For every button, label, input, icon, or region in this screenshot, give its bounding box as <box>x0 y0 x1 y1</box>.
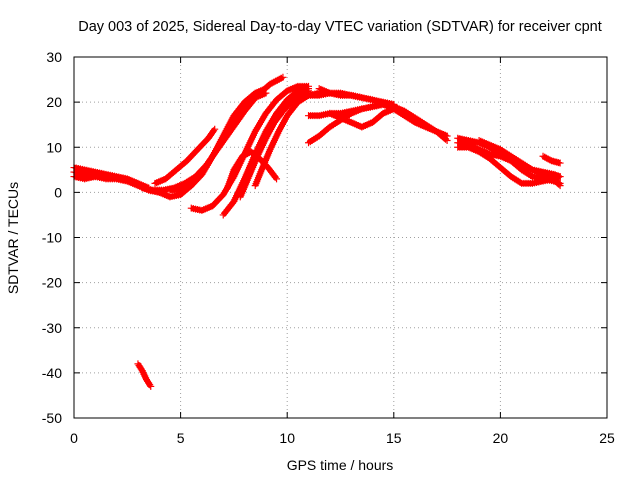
y-axis-label: SDTVAR / TECUs <box>5 182 21 294</box>
y-tick-label: -10 <box>42 230 62 246</box>
x-tick-label: 10 <box>279 430 295 446</box>
series-track-12 <box>236 87 313 201</box>
series-track-05 <box>151 125 219 187</box>
data-point-markers <box>539 152 564 167</box>
y-tick-label: 0 <box>54 184 62 200</box>
axis-ticks: 0 5 10 15 20 25 -50 -40 -30 -20 -10 0 10 20 30 <box>42 49 615 446</box>
series-track-08 <box>166 89 270 194</box>
series-track-09 <box>187 82 313 214</box>
x-tick-label: 0 <box>70 430 78 446</box>
y-tick-label: -30 <box>42 320 62 336</box>
y-tick-label: 10 <box>46 139 62 155</box>
y-tick-label: -50 <box>42 410 62 426</box>
series-track-17 <box>326 105 398 131</box>
x-tick-label: 15 <box>386 430 402 446</box>
series-track-23 <box>539 152 564 167</box>
data-point-markers <box>166 89 270 194</box>
data-point-markers <box>475 136 564 190</box>
chart-title: Day 003 of 2025, Sidereal Day-to-day VTE… <box>78 19 602 35</box>
data-point-markers <box>326 105 398 131</box>
data-series <box>70 73 564 390</box>
data-point-markers <box>134 360 155 390</box>
series-track-04 <box>134 360 155 390</box>
data-point-markers <box>151 125 219 187</box>
x-tick-label: 25 <box>599 430 615 446</box>
series-track-18 <box>315 85 398 108</box>
y-tick-label: -40 <box>42 365 62 381</box>
data-point-markers <box>305 100 387 147</box>
y-tick-label: 20 <box>46 94 62 110</box>
x-tick-label: 20 <box>493 430 509 446</box>
x-axis-label: GPS time / hours <box>287 457 394 473</box>
series-track-22 <box>475 136 564 190</box>
y-tick-label: 30 <box>46 49 62 65</box>
data-point-markers <box>236 87 313 201</box>
data-point-markers <box>315 85 398 108</box>
x-tick-label: 5 <box>177 430 185 446</box>
series-line <box>153 127 217 186</box>
y-tick-label: -20 <box>42 275 62 291</box>
